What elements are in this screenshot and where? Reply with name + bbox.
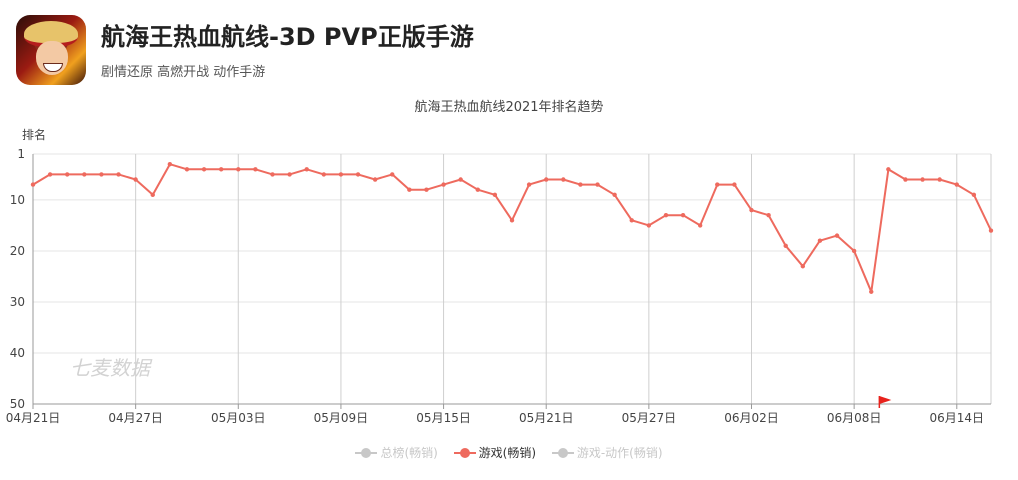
x-tick-label: 05月03日 <box>211 411 266 425</box>
data-point <box>595 182 600 187</box>
x-tick-label: 06月14日 <box>930 411 985 425</box>
data-point <box>184 167 190 172</box>
data-point <box>475 187 480 192</box>
data-point <box>561 177 566 182</box>
legend-series-icon <box>355 447 378 459</box>
data-point <box>749 207 754 213</box>
data-point <box>715 182 720 187</box>
data-point <box>287 172 292 177</box>
data-point <box>766 213 771 218</box>
x-tick-label: 04月21日 <box>6 411 61 425</box>
data-point <box>218 167 224 172</box>
y-tick-label: 40 <box>10 346 25 360</box>
data-point <box>270 172 275 177</box>
data-point <box>65 172 70 177</box>
data-point <box>150 192 155 198</box>
y-tick-label: 20 <box>10 244 25 258</box>
data-point <box>355 172 361 177</box>
data-point <box>509 218 515 223</box>
y-axis-label: 排名 <box>22 128 47 142</box>
chart-title: 航海王热血航线2021年排名趋势 <box>414 100 604 115</box>
event-flag-icon <box>878 396 892 408</box>
data-point <box>390 172 395 177</box>
data-point <box>903 177 908 182</box>
data-point <box>338 172 344 177</box>
legend-series-icon <box>551 447 574 459</box>
data-point <box>492 192 498 198</box>
series-line-games <box>32 163 992 293</box>
data-point <box>851 248 857 254</box>
app-icon <box>16 15 86 85</box>
x-tick-label: 05月27日 <box>622 411 677 425</box>
data-point <box>407 187 412 192</box>
x-tick-label: 06月08日 <box>827 411 882 425</box>
data-point <box>236 167 241 172</box>
legend-item-overall[interactable]: 总榜(畅销) <box>355 444 438 461</box>
legend-item-games[interactable]: 游戏(畅销) <box>453 444 536 461</box>
data-point <box>971 192 977 198</box>
data-point <box>612 192 617 198</box>
data-point <box>646 223 652 228</box>
data-point <box>82 172 87 177</box>
x-tick-label: 04月27日 <box>108 411 163 425</box>
y-tick-label: 10 <box>10 193 25 207</box>
data-point <box>441 182 446 187</box>
data-point <box>30 182 36 187</box>
data-point <box>321 172 327 177</box>
y-tick-label: 1 <box>17 147 25 161</box>
data-point <box>629 218 634 223</box>
x-tick-label: 05月15日 <box>416 411 471 425</box>
chart-legend: 总榜(畅销) 游戏(畅销) 游戏-动作(畅销) <box>0 444 1018 461</box>
data-point <box>544 177 549 182</box>
data-point <box>697 223 703 228</box>
y-tick-label: 30 <box>10 295 25 309</box>
data-point <box>800 264 806 269</box>
data-point <box>783 243 788 249</box>
data-point <box>732 182 737 187</box>
data-point <box>680 213 686 218</box>
x-tick-label: 05月21日 <box>519 411 574 425</box>
data-point <box>167 162 173 167</box>
data-point <box>869 289 874 294</box>
data-point <box>834 233 840 238</box>
data-point <box>954 182 959 187</box>
data-point <box>47 172 53 177</box>
data-point <box>116 172 121 177</box>
data-point <box>578 182 583 187</box>
data-point <box>458 177 463 182</box>
app-title: 航海王热血航线-3D PVP正版手游 <box>101 23 474 51</box>
data-point <box>920 177 925 182</box>
data-point <box>253 167 258 172</box>
y-tick-label: 50 <box>10 397 25 411</box>
data-point <box>937 177 942 182</box>
data-point <box>663 213 669 218</box>
legend-series-icon <box>453 447 476 459</box>
app-subtitle: 剧情还原 高燃开战 动作手游 <box>101 65 266 80</box>
data-point <box>133 177 138 182</box>
data-point <box>424 187 429 192</box>
data-point <box>99 172 104 177</box>
x-tick-label: 06月02日 <box>724 411 779 425</box>
data-point <box>988 228 994 233</box>
data-point <box>201 167 207 172</box>
flag-cloth <box>879 396 892 404</box>
data-point <box>526 182 532 187</box>
legend-item-action-games[interactable]: 游戏-动作(畅销) <box>551 444 663 461</box>
data-point <box>817 238 823 243</box>
data-point <box>886 167 891 172</box>
data-point <box>372 177 378 182</box>
data-point <box>304 167 309 172</box>
watermark: 七麦数据 <box>70 356 153 380</box>
x-tick-label: 05月09日 <box>314 411 369 425</box>
